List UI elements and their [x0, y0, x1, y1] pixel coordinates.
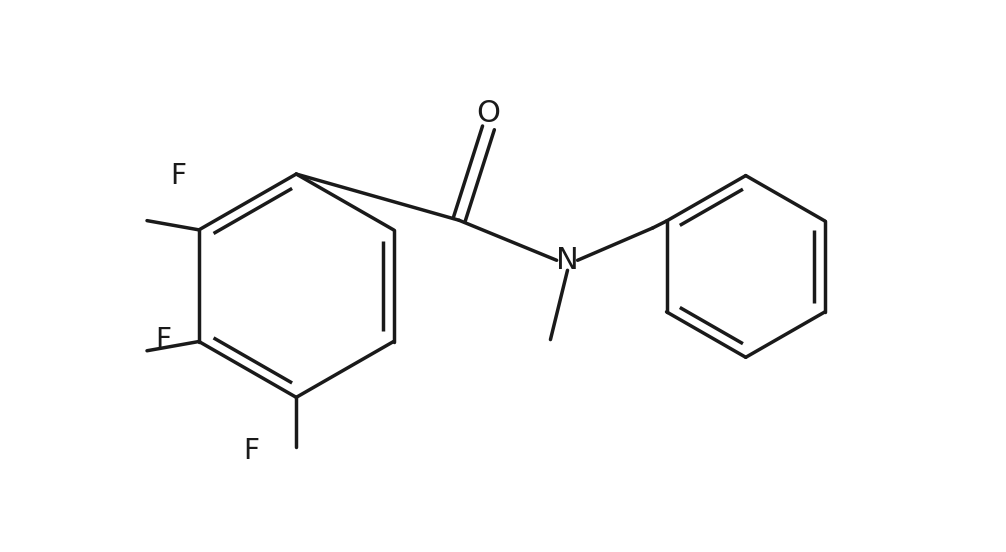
- Text: F: F: [155, 326, 171, 354]
- Text: N: N: [556, 246, 578, 275]
- Text: F: F: [170, 162, 186, 189]
- Text: O: O: [477, 99, 500, 129]
- Text: F: F: [243, 437, 260, 465]
